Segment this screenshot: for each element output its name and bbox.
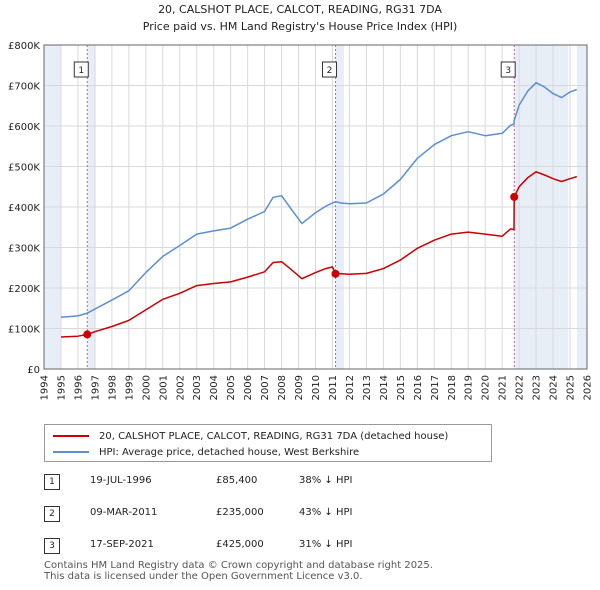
x-tick-label: 2002 [175, 375, 186, 400]
y-tick-label: £300K [8, 244, 40, 255]
x-tick-label: 1994 [40, 375, 51, 400]
x-tick-label: 1997 [90, 375, 101, 400]
x-tick-label: 1996 [73, 375, 84, 400]
y-tick-label: £100K [8, 325, 40, 336]
sale-hpi-diff: 38% ↓ HPI [299, 475, 353, 486]
x-tick-label: 2016 [413, 375, 424, 400]
x-tick-label: 2018 [447, 375, 458, 400]
sale-price: £425,000 [216, 539, 264, 550]
sale-point [510, 192, 519, 201]
hpi-line [60, 81, 578, 318]
attribution-footer: Contains HM Land Registry data © Crown c… [44, 560, 433, 582]
sale-row: 1 19-JUL-1996 £85,400 38% ↓ HPI [44, 472, 464, 492]
x-tick-label: 2025 [566, 375, 577, 400]
x-tick-label: 1999 [124, 375, 135, 400]
x-tick-label: 1998 [107, 375, 118, 400]
x-tick-label: 2007 [260, 375, 271, 400]
sale-number-badge: 1 [44, 474, 60, 490]
licence-line: This data is licensed under the Open Gov… [44, 571, 363, 582]
sale-marker-label: 3 [505, 66, 511, 76]
sale-marker-label: 2 [327, 66, 333, 76]
x-tick-label: 2011 [328, 375, 339, 400]
legend-swatch-property [53, 435, 89, 437]
chart-subtitle: Price paid vs. HM Land Registry's House … [143, 20, 458, 33]
sale-date: 09-MAR-2011 [90, 507, 158, 518]
sale-marker-box [73, 61, 89, 78]
x-tick-label: 2017 [430, 375, 441, 400]
sale-row: 3 17-SEP-2021 £425,000 31% ↓ HPI [44, 536, 464, 556]
x-tick-label: 2021 [498, 375, 509, 400]
y-tick-label: £600K [8, 122, 40, 133]
attribution-line: Contains HM Land Registry data © Crown c… [44, 560, 433, 571]
x-tick-label: 2005 [226, 375, 237, 400]
sale-marker-box [500, 61, 516, 78]
sale-date: 19-JUL-1996 [90, 475, 152, 486]
x-tick-label: 2013 [362, 375, 373, 400]
y-tick-label: £400K [8, 203, 40, 214]
sale-price: £85,400 [216, 475, 258, 486]
x-tick-label: 2000 [141, 375, 152, 400]
legend-swatch-hpi [53, 451, 89, 453]
sale-row: 2 09-MAR-2011 £235,000 43% ↓ HPI [44, 504, 464, 524]
legend-label-hpi: HPI: Average price, detached house, West… [99, 446, 360, 458]
x-tick-label: 2015 [396, 375, 407, 400]
y-tick-label: £200K [8, 284, 40, 295]
x-tick-label: 2012 [345, 375, 356, 400]
y-tick-label: £500K [8, 163, 40, 174]
sale-point [331, 269, 340, 278]
sale-marker-box [322, 61, 338, 78]
sale-hpi-diff: 31% ↓ HPI [299, 539, 353, 550]
x-tick-label: 2008 [277, 375, 288, 400]
x-tick-label: 2009 [294, 375, 305, 400]
sale-point [83, 330, 92, 339]
x-tick-label: 2010 [311, 375, 322, 400]
x-tick-label: 2022 [515, 375, 526, 400]
x-tick-label: 2003 [192, 375, 203, 400]
y-tick-label: £0 [27, 365, 40, 376]
x-tick-label: 2006 [243, 375, 254, 400]
y-tick-label: £800K [8, 41, 40, 52]
y-tick-label: £700K [8, 82, 40, 93]
x-tick-label: 2014 [379, 375, 390, 400]
legend-label-property: 20, CALSHOT PLACE, CALCOT, READING, RG31… [99, 430, 449, 442]
chart-legend: 20, CALSHOT PLACE, CALCOT, READING, RG31… [44, 424, 492, 462]
sale-number-badge: 2 [44, 506, 60, 522]
x-tick-label: 2001 [158, 375, 169, 400]
x-tick-label: 2020 [481, 375, 492, 400]
x-tick-label: 2004 [209, 375, 220, 400]
x-tick-label: 2024 [549, 375, 560, 400]
plot-frame [43, 44, 588, 370]
sale-price: £235,000 [216, 507, 264, 518]
sale-marker-label: 1 [78, 66, 84, 76]
sale-number-badge: 3 [44, 538, 60, 554]
legend-item-hpi: HPI: Average price, detached house, West… [53, 444, 359, 460]
x-tick-label: 2026 [583, 375, 594, 400]
x-tick-label: 1995 [56, 375, 67, 400]
chart-title: 20, CALSHOT PLACE, CALCOT, READING, RG31… [158, 3, 442, 16]
x-tick-label: 2019 [464, 375, 475, 400]
price-chart: 20, CALSHOT PLACE, CALCOT, READING, RG31… [8, 3, 594, 400]
sale-date: 17-SEP-2021 [90, 539, 154, 550]
legend-item-property: 20, CALSHOT PLACE, CALCOT, READING, RG31… [53, 428, 448, 444]
sale-hpi-diff: 43% ↓ HPI [299, 507, 353, 518]
x-tick-label: 2023 [532, 375, 543, 400]
